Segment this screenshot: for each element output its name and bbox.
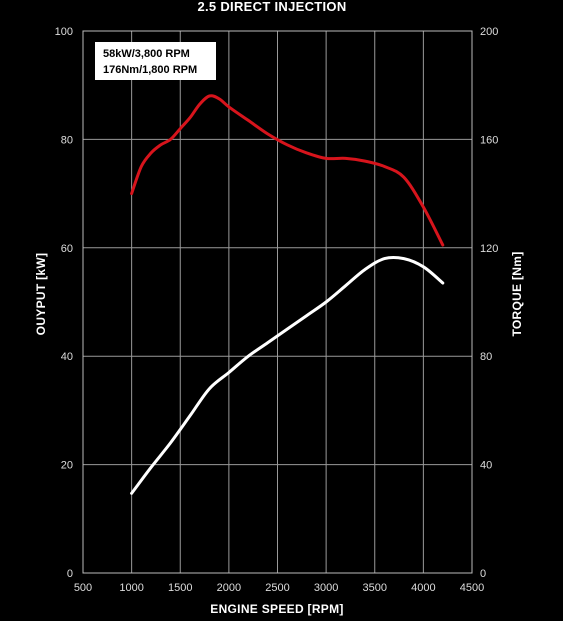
chart-title: 2.5 DIRECT INJECTION <box>197 0 346 14</box>
y-right-tick-label: 200 <box>480 26 498 38</box>
y-right-tick-label: 40 <box>480 460 492 472</box>
series-lines <box>130 94 445 495</box>
x-tick-label: 1000 <box>119 582 143 594</box>
y-right-axis-title: TORQUE [Nm] <box>510 251 524 336</box>
plot-frame <box>82 30 473 574</box>
y-left-tick-label: 20 <box>61 460 73 472</box>
x-tick-label: 3000 <box>314 582 338 594</box>
y-left-tick-label: 100 <box>55 26 73 38</box>
x-tick-labels: 500 1000 1500 2000 2500 3000 3500 4000 4500 <box>74 582 484 594</box>
x-tick-label: 4000 <box>411 582 435 594</box>
grid <box>82 30 473 574</box>
x-axis-title: ENGINE SPEED [RPM] <box>210 602 343 616</box>
annotation-line-power: 58kW/3,800 RPM <box>103 48 190 60</box>
y-left-tick-label: 60 <box>61 243 73 255</box>
y-right-tick-label: 0 <box>480 568 486 580</box>
annotation-line-torque: 176Nm/1,800 RPM <box>103 64 197 76</box>
x-tick-label: 2500 <box>265 582 289 594</box>
y-left-tick-label: 40 <box>61 351 73 363</box>
output-series-line <box>130 255 445 495</box>
y-right-tick-label: 160 <box>480 134 498 146</box>
y-left-tick-label: 0 <box>67 568 73 580</box>
x-tick-label: 1500 <box>168 582 192 594</box>
y-left-axis-title: OUYPUT [kW] <box>34 253 48 336</box>
y-left-tick-labels: 0 20 40 60 80 100 <box>55 26 73 580</box>
x-tick-label: 3500 <box>363 582 387 594</box>
y-left-tick-label: 80 <box>61 134 73 146</box>
x-tick-label: 2000 <box>217 582 241 594</box>
annotation-background <box>95 42 216 80</box>
y-right-tick-label: 120 <box>480 243 498 255</box>
y-right-tick-labels: 0 40 80 120 160 200 <box>480 26 498 580</box>
y-right-tick-label: 80 <box>480 351 492 363</box>
annotation-box: 58kW/3,800 RPM 176Nm/1,800 RPM <box>95 42 216 80</box>
x-tick-label: 4500 <box>460 582 484 594</box>
torque-series-line <box>130 94 445 247</box>
x-tick-label: 500 <box>74 582 92 594</box>
